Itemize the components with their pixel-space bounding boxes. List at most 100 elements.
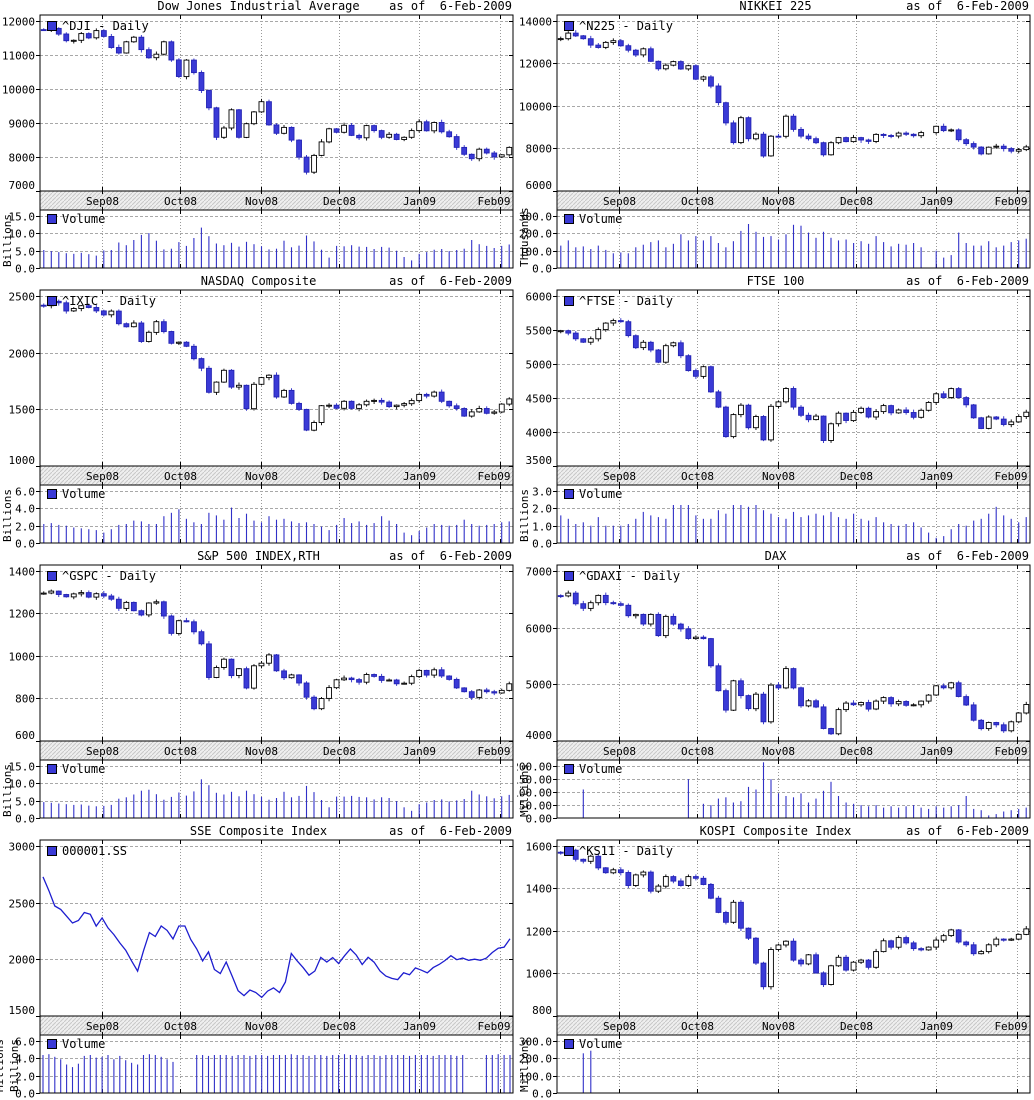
svg-text:1000: 1000 xyxy=(9,454,36,467)
svg-text:Jan09: Jan09 xyxy=(403,195,436,208)
svg-text:3000: 3000 xyxy=(9,841,36,854)
svg-text:12000: 12000 xyxy=(2,16,35,29)
svg-text:10.0: 10.0 xyxy=(9,228,36,241)
volume-unit-label: Billions xyxy=(518,489,531,542)
series-legend: ^N225 - Daily xyxy=(564,20,673,32)
svg-text:Feb09: Feb09 xyxy=(477,470,510,483)
legend-label: ^IXIC - Daily xyxy=(62,294,156,308)
svg-text:0.0: 0.0 xyxy=(532,1088,552,1100)
svg-text:Nov08: Nov08 xyxy=(245,195,278,208)
svg-text:Oct08: Oct08 xyxy=(681,195,714,208)
svg-text:0.0: 0.0 xyxy=(15,538,35,551)
svg-text:Jan09: Jan09 xyxy=(403,745,436,758)
volume-unit-label: Billions xyxy=(1,764,14,817)
n225-price-volume-chart: Sep08 Oct08 Nov08 Dec08 Jan09 Feb09 14000 12000… xyxy=(519,14,1031,276)
svg-text:Dec08: Dec08 xyxy=(840,195,873,208)
svg-text:Jan09: Jan09 xyxy=(403,470,436,483)
svg-text:0.0: 0.0 xyxy=(532,538,552,551)
volume-legend: Volume xyxy=(564,213,622,225)
chart-panel-sse: SSE Composite Index as of 6-Feb-2009 Sep… xyxy=(0,825,517,1100)
legend-label: ^KS11 - Daily xyxy=(579,844,673,858)
svg-text:Feb09: Feb09 xyxy=(994,1020,1027,1033)
svg-text:Sep08: Sep08 xyxy=(86,195,119,208)
svg-text:1200: 1200 xyxy=(526,926,553,939)
svg-text:2000: 2000 xyxy=(9,954,36,967)
legend-swatch-icon xyxy=(47,846,57,856)
chart-panel-ixic: NASDAQ Composite as of 6-Feb-2009 Sep08 O… xyxy=(0,275,517,550)
svg-text:Sep08: Sep08 xyxy=(603,745,636,758)
svg-text:Oct08: Oct08 xyxy=(164,470,197,483)
svg-text:2500: 2500 xyxy=(9,898,36,911)
volume-unit-label: Millions xyxy=(518,764,531,817)
svg-text:2.0: 2.0 xyxy=(15,521,35,534)
svg-text:Feb09: Feb09 xyxy=(994,195,1027,208)
volume-unit-label: Billions xyxy=(1,489,14,542)
chart-title: DAX xyxy=(764,550,787,563)
svg-text:Oct08: Oct08 xyxy=(164,1020,197,1033)
legend-swatch-icon xyxy=(47,1039,57,1049)
ixic-price-volume-chart: Sep08 Oct08 Nov08 Dec08 Jan09 Feb09 2500 2000 15… xyxy=(9,289,514,551)
svg-text:1500: 1500 xyxy=(9,404,36,417)
svg-text:Jan09: Jan09 xyxy=(920,470,953,483)
svg-text:5.0: 5.0 xyxy=(15,246,35,259)
svg-text:2500: 2500 xyxy=(9,291,36,304)
series-legend: ^FTSE - Daily xyxy=(564,295,673,307)
svg-text:3500: 3500 xyxy=(526,454,553,467)
legend-label: ^FTSE - Daily xyxy=(579,294,673,308)
volume-legend: Volume xyxy=(47,488,105,500)
panel-header: NASDAQ Composite as of 6-Feb-2009 xyxy=(0,275,517,288)
svg-text:5000: 5000 xyxy=(526,359,553,372)
svg-text:10.0: 10.0 xyxy=(9,778,36,791)
svg-text:7000: 7000 xyxy=(526,566,553,579)
as-of-date: as of 6-Feb-2009 xyxy=(906,550,1029,563)
svg-text:300.0: 300.0 xyxy=(519,1036,552,1049)
svg-text:1600: 1600 xyxy=(526,841,553,854)
as-of-date: as of 6-Feb-2009 xyxy=(389,825,512,838)
svg-text:Sep08: Sep08 xyxy=(603,470,636,483)
svg-text:5.0: 5.0 xyxy=(15,796,35,809)
as-of-date: as of 6-Feb-2009 xyxy=(389,275,512,288)
svg-text:0.0: 0.0 xyxy=(532,263,552,276)
svg-text:Oct08: Oct08 xyxy=(681,1020,714,1033)
svg-text:2.0: 2.0 xyxy=(532,503,552,516)
svg-text:50.00: 50.00 xyxy=(519,800,552,813)
chart-title: SSE Composite Index xyxy=(189,825,328,838)
volume-legend-label: Volume xyxy=(579,212,623,226)
volume-unit-label: Thousands xyxy=(518,207,531,267)
svg-text:Dec08: Dec08 xyxy=(323,1020,356,1033)
svg-text:Sep08: Sep08 xyxy=(86,1020,119,1033)
legend-swatch-icon xyxy=(47,214,57,224)
panel-header: Dow Jones Industrial Average as of 6-Feb… xyxy=(0,0,517,13)
svg-text:Feb09: Feb09 xyxy=(477,745,510,758)
svg-text:200.00: 200.00 xyxy=(517,761,552,774)
volume-legend: Volume xyxy=(47,1038,105,1050)
svg-text:0.0: 0.0 xyxy=(15,813,35,826)
volume-unit-label: Millions xyxy=(518,1039,531,1092)
svg-text:Oct08: Oct08 xyxy=(164,195,197,208)
svg-text:Jan09: Jan09 xyxy=(920,1020,953,1033)
chart-title: S&P 500 INDEX,RTH xyxy=(197,550,320,563)
chart-panel-ftse: FTSE 100 as of 6-Feb-2009 Sep08 Oct08 Nov0… xyxy=(517,275,1034,550)
svg-text:4000: 4000 xyxy=(526,729,553,742)
svg-text:Feb09: Feb09 xyxy=(477,1020,510,1033)
volume-legend-label: Volume xyxy=(579,1037,623,1051)
svg-text:Nov08: Nov08 xyxy=(762,470,795,483)
legend-swatch-icon xyxy=(564,846,574,856)
ftse-price-volume-chart: Sep08 Oct08 Nov08 Dec08 Jan09 Feb09 6000 5500 50… xyxy=(526,289,1031,551)
svg-text:Dec08: Dec08 xyxy=(840,745,873,758)
panel-header: S&P 500 INDEX,RTH as of 6-Feb-2009 xyxy=(0,550,517,563)
legend-swatch-icon xyxy=(564,21,574,31)
svg-text:14000: 14000 xyxy=(519,16,552,29)
svg-text:15.0: 15.0 xyxy=(9,761,36,774)
as-of-date: as of 6-Feb-2009 xyxy=(389,0,512,13)
svg-text:Feb09: Feb09 xyxy=(477,195,510,208)
svg-text:6000: 6000 xyxy=(526,179,553,192)
svg-text:Dec08: Dec08 xyxy=(840,470,873,483)
series-legend: ^IXIC - Daily xyxy=(47,295,156,307)
panel-header: DAX as of 6-Feb-2009 xyxy=(517,550,1034,563)
as-of-date: as of 6-Feb-2009 xyxy=(906,275,1029,288)
legend-swatch-icon xyxy=(564,489,574,499)
as-of-date: as of 6-Feb-2009 xyxy=(906,0,1029,13)
legend-swatch-icon xyxy=(564,571,574,581)
legend-label: ^GDAXI - Daily xyxy=(579,569,681,583)
